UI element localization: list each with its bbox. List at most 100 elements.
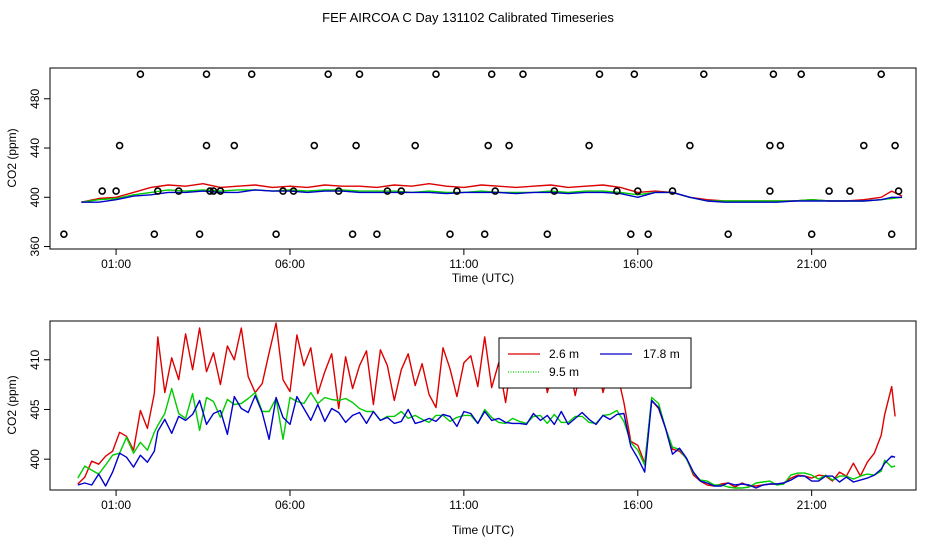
top-outlier-marker [60, 230, 68, 238]
top-outlier-marker [209, 187, 218, 195]
top-panel: 01:00 06:00 11:00 16:00 21:00 360 400 440 480 T… [5, 67, 917, 285]
top-y-axis: 360 400 440 480 [28, 88, 50, 257]
top-outlier-marker [846, 187, 854, 195]
top-outlier-marker [432, 70, 440, 78]
top-outlier-marker [355, 70, 364, 78]
bottom-series-line-9-5m [77, 387, 896, 489]
top-outlier-marker [334, 187, 343, 195]
top-y-tick-label: 440 [28, 138, 42, 158]
top-outlier-marker [668, 187, 677, 195]
top-outlier-marker [686, 141, 694, 150]
top-outlier-marker [699, 70, 708, 78]
bottom-x-tick-label: 01:00 [101, 498, 131, 512]
bottom-panel: 01:00 06:00 11:00 16:00 21:00 400 405 410 Time… [5, 320, 917, 537]
top-outlier-marker [352, 141, 360, 150]
top-x-tick-label: 06:00 [275, 257, 305, 271]
top-outlier-marker [112, 187, 120, 195]
top-x-axis: 01:00 06:00 11:00 16:00 21:00 [101, 249, 827, 271]
top-outlier-marker [202, 141, 211, 150]
top-outlier-marker [453, 187, 461, 195]
bottom-x-tick-label: 21:00 [797, 498, 827, 512]
top-outlier-marker [348, 230, 357, 238]
top-outlier-marker [894, 187, 903, 195]
legend-label-2-6m: 2.6 m [549, 347, 579, 361]
top-x-tick-label: 11:00 [449, 257, 478, 271]
figure-title: FEF AIRCOA C Day 131102 Calibrated Times… [322, 10, 614, 25]
top-outlier-marker [174, 187, 183, 195]
bottom-series-line-17-8m [77, 394, 896, 489]
top-outlier-marker [585, 141, 593, 150]
top-x-tick-label: 01:00 [101, 257, 131, 271]
top-outlier-marker [484, 141, 493, 150]
top-outlier-marker [766, 187, 774, 195]
top-outlier-marker [373, 230, 381, 238]
top-outlier-marker [154, 187, 162, 195]
top-outlier-markers [60, 70, 903, 238]
top-outlier-marker [216, 187, 225, 195]
top-outlier-marker [230, 141, 239, 150]
top-outlier-marker [891, 141, 899, 150]
top-outlier-marker [202, 70, 211, 78]
top-outlier-marker [289, 187, 298, 195]
top-outlier-marker [383, 187, 392, 195]
bottom-plot-frame [49, 320, 917, 491]
top-outlier-marker [272, 230, 280, 238]
top-outlier-marker [550, 187, 559, 195]
top-series-lines [81, 182, 903, 203]
top-y-axis-label: CO2 (ppm) [5, 128, 19, 187]
top-outlier-marker [776, 141, 785, 150]
top-outlier-marker [279, 187, 287, 195]
bottom-y-tick-label: 400 [28, 449, 42, 469]
top-outlier-marker [487, 70, 496, 78]
top-outlier-marker [150, 230, 159, 238]
top-outlier-marker [887, 230, 896, 238]
top-outlier-marker [613, 187, 621, 195]
top-outlier-marker [480, 230, 489, 238]
top-outlier-marker [505, 141, 513, 150]
top-outlier-marker [491, 187, 500, 195]
top-outlier-marker [136, 70, 145, 78]
bottom-x-axis-label: Time (UTC) [452, 523, 514, 537]
bottom-y-tick-label: 405 [28, 399, 42, 419]
top-outlier-marker [206, 187, 214, 195]
bottom-y-axis: 400 405 410 [28, 349, 50, 469]
top-x-tick-label: 16:00 [623, 257, 653, 271]
legend-box [498, 337, 692, 389]
legend: 2.6 m 9.5 m 17.8 m [498, 337, 692, 389]
top-outlier-marker [825, 187, 833, 195]
top-x-tick-label: 21:00 [797, 257, 827, 271]
top-outlier-marker [411, 141, 420, 150]
top-outlier-marker [98, 187, 106, 195]
top-x-axis-label: Time (UTC) [452, 271, 514, 285]
top-y-tick-label: 400 [28, 187, 42, 207]
top-outlier-marker [247, 70, 256, 78]
bottom-y-tick-label: 410 [28, 349, 42, 369]
bottom-x-tick-label: 16:00 [623, 498, 653, 512]
top-plot-frame [49, 67, 917, 250]
top-outlier-marker [626, 230, 635, 238]
top-outlier-marker [644, 230, 653, 238]
top-outlier-marker [595, 70, 604, 78]
top-outlier-marker [633, 187, 642, 195]
top-y-tick-label: 480 [28, 88, 42, 108]
top-outlier-marker [859, 141, 868, 150]
bottom-x-axis: 01:00 06:00 11:00 16:00 21:00 [101, 490, 827, 512]
top-outlier-marker [630, 70, 639, 78]
bottom-y-axis-label: CO2 (ppm) [5, 375, 19, 434]
top-outlier-marker [324, 70, 333, 78]
top-outlier-marker [195, 230, 204, 238]
top-outlier-marker [543, 230, 552, 238]
top-outlier-marker [797, 70, 806, 78]
top-outlier-marker [807, 230, 816, 238]
top-outlier-marker [519, 70, 527, 78]
top-outlier-marker [397, 187, 406, 195]
legend-label-17-8m: 17.8 m [643, 347, 680, 361]
top-outlier-marker [769, 70, 778, 78]
top-outlier-marker [310, 141, 319, 150]
top-outlier-marker [446, 230, 454, 238]
bottom-x-tick-label: 06:00 [275, 498, 305, 512]
top-outlier-marker [115, 141, 124, 150]
bottom-series-lines [77, 322, 896, 489]
legend-label-9-5m: 9.5 m [549, 365, 579, 379]
